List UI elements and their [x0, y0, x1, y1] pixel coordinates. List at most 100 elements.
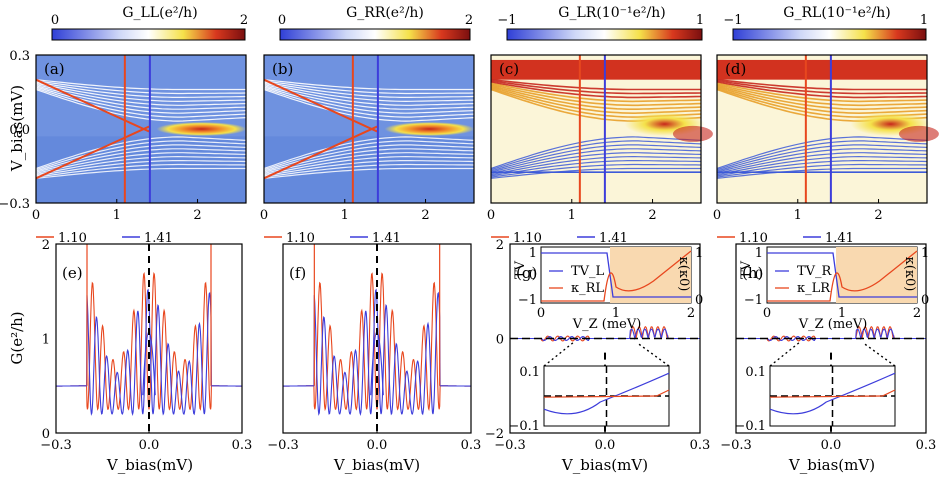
inset-ytick-right: 0 — [695, 293, 703, 308]
spectrum-line-upper — [35, 79, 246, 91]
spectrum-line-lower — [490, 140, 702, 171]
spectrum-line-upper — [263, 81, 475, 98]
zero-mode-line — [35, 125, 150, 180]
y-tick-label: 2 — [496, 238, 504, 253]
trace-1.10 — [283, 272, 471, 412]
spectrum-line-upper — [263, 80, 475, 95]
spectrum-line-upper — [490, 82, 702, 103]
x-tick-label: 0 — [260, 208, 268, 223]
panel-label-bottom: (f) — [289, 264, 306, 282]
x-tick-label: 0 — [487, 208, 495, 223]
spectrum-line-lower — [35, 167, 246, 179]
x-tick-label: −0.3 — [40, 438, 72, 453]
spectrum-line-lower — [716, 140, 928, 171]
zoom-trace-1.41 — [543, 372, 670, 415]
spectrum-line-lower — [490, 136, 702, 170]
spectrum-line-upper — [716, 86, 928, 115]
cb-min-4: −1 — [723, 13, 742, 28]
spectrum-line-lower — [35, 155, 247, 176]
spectrum-line-upper — [716, 83, 928, 107]
cb-min-1: 0 — [51, 13, 59, 28]
spectrum-line-lower — [490, 155, 702, 176]
panel-label-bottom: (h) — [742, 264, 763, 282]
spectrum-line-lower — [716, 152, 928, 174]
zoom-ytick: −0.1 — [508, 419, 540, 434]
zoom-ytick: 0.1 — [519, 365, 540, 380]
inset-ytick-left: 1 — [755, 246, 763, 261]
inset-h-tv-legend: TV_R — [797, 264, 833, 279]
cb-title-1: G_LL(e²/h) — [122, 5, 197, 21]
legend-label-1.41: 1.41 — [372, 231, 401, 246]
cb-title-4: G_RL(10⁻¹e²/h) — [783, 5, 890, 21]
cb-title-3: G_LR(10⁻¹e²/h) — [558, 5, 665, 21]
spectrum-line-lower — [490, 144, 702, 172]
positive-band — [717, 59, 927, 80]
colorbar-3 — [506, 28, 703, 41]
y-tick-label: 0.0 — [9, 123, 30, 138]
zero-mode-line — [35, 78, 150, 133]
legend-label-1.41: 1.41 — [599, 231, 628, 246]
inset-xtick: 2 — [687, 306, 695, 321]
inset-g-kappa-legend: κ_RL — [571, 281, 604, 296]
xlabel-h: V_bias(mV) — [788, 456, 875, 474]
zoom-trace-1.10 — [769, 389, 896, 398]
panel-label-bottom: (e) — [62, 264, 83, 282]
spectrum-line-upper — [35, 88, 247, 122]
y-tick-label: 0 — [496, 333, 504, 348]
inset-xtick: 1 — [838, 306, 846, 321]
spectrum-line-lower — [263, 160, 475, 177]
cb-min-2: 0 — [278, 13, 286, 28]
spectrum-line-upper — [716, 82, 928, 103]
spectrum-line-upper — [263, 79, 474, 91]
panel-label-bottom: (g) — [516, 264, 537, 282]
spectrum-line-upper — [263, 84, 475, 106]
xlabel-f: V_bias(mV) — [333, 456, 420, 474]
inset-ytick-left: 0 — [755, 268, 763, 283]
cb-max-3: 1 — [696, 13, 704, 28]
inset-h-left-label: TV — [739, 260, 754, 279]
inset-topological-region — [610, 247, 691, 303]
heatmap-panel-3 — [490, 54, 713, 204]
spectrum-line-lower — [263, 140, 475, 171]
x-tick-label: 1 — [113, 208, 121, 223]
inset-g-xlabel: V_Z (meV) — [572, 317, 642, 332]
x-tick-label: 2 — [421, 208, 429, 223]
inset-topological-region — [836, 247, 917, 303]
zero-bias-peak — [384, 122, 475, 136]
spectrum-line-lower — [716, 155, 928, 176]
spectrum-line-lower — [263, 152, 475, 174]
inset-ytick-left: 0 — [529, 268, 537, 283]
spectrum-line-lower — [716, 136, 928, 170]
inset-ytick-right: 1 — [921, 246, 929, 261]
panel-label-top: (b) — [272, 60, 293, 78]
spectrum-line-upper — [490, 80, 702, 95]
inset-g-tv-legend: TV_L — [571, 264, 605, 279]
x-tick-label: −0.3 — [267, 438, 299, 453]
inset-g-right-label: κ(κ0) — [676, 257, 691, 292]
panel-frame — [35, 54, 247, 204]
spectrum-line-upper — [716, 78, 927, 91]
panel-frame — [490, 54, 702, 204]
inset-xtick: 2 — [913, 306, 921, 321]
panel-label-top: (c) — [499, 60, 519, 78]
zoom-ytick: −0.1 — [734, 419, 766, 434]
y-tick-label: 2 — [42, 238, 50, 253]
zoom-connector — [862, 341, 896, 367]
spectrum-line-lower — [490, 160, 702, 177]
panel-label-top: (d) — [725, 60, 746, 78]
spectrum-line-lower — [716, 160, 928, 177]
panel-frame — [716, 54, 928, 204]
legend-label-1.41: 1.41 — [825, 231, 854, 246]
spectrum-line-lower — [716, 167, 927, 179]
trace-1.10 — [56, 272, 242, 411]
zero-mode-line — [263, 78, 378, 133]
spectrum-line-upper — [35, 80, 247, 95]
spectrum-line-upper — [716, 80, 928, 95]
spectrum-line-upper — [716, 85, 928, 110]
spectrum-line-upper — [490, 85, 702, 110]
spectrum-line-upper — [490, 83, 702, 107]
inset-h-xlabel: V_Z (meV) — [798, 317, 868, 332]
legend-label-1.10: 1.10 — [513, 231, 542, 246]
